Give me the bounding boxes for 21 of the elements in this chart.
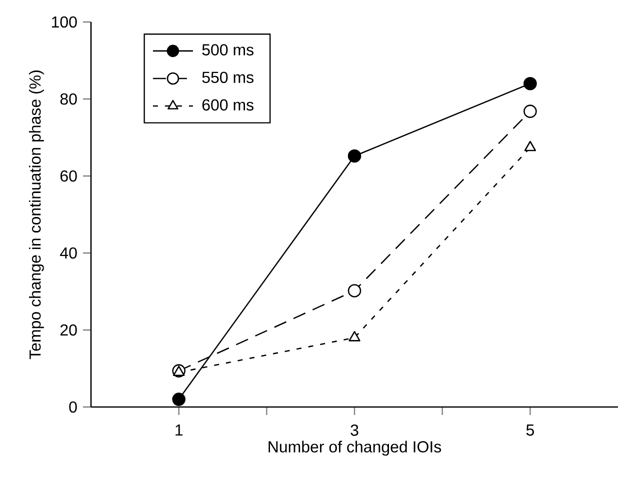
y-tick-label: 40	[60, 247, 77, 259]
point	[348, 149, 362, 163]
point	[524, 76, 537, 90]
y-tick-label: 0	[69, 401, 77, 413]
y-tick-label: 80	[60, 93, 77, 105]
y-axis-title: Tempo change in continuation phase (%)	[28, 70, 44, 360]
point	[172, 392, 186, 406]
point	[524, 104, 537, 118]
legend-label: 550 ms	[202, 72, 254, 84]
x-tick-label: 5	[526, 424, 534, 436]
x-tick-label: 1	[176, 424, 183, 436]
point	[348, 331, 360, 342]
point	[348, 284, 362, 298]
x-axis-title: Number of changed IOIs	[268, 440, 442, 456]
legend-label: 500 ms	[202, 44, 254, 56]
x-tick-label: 3	[350, 424, 358, 436]
y-tick-label: 20	[60, 324, 77, 336]
y-tick-label: 100	[52, 16, 77, 28]
legend-label: 600 ms	[202, 99, 254, 111]
y-tick-label: 60	[60, 170, 77, 182]
point	[524, 140, 536, 152]
